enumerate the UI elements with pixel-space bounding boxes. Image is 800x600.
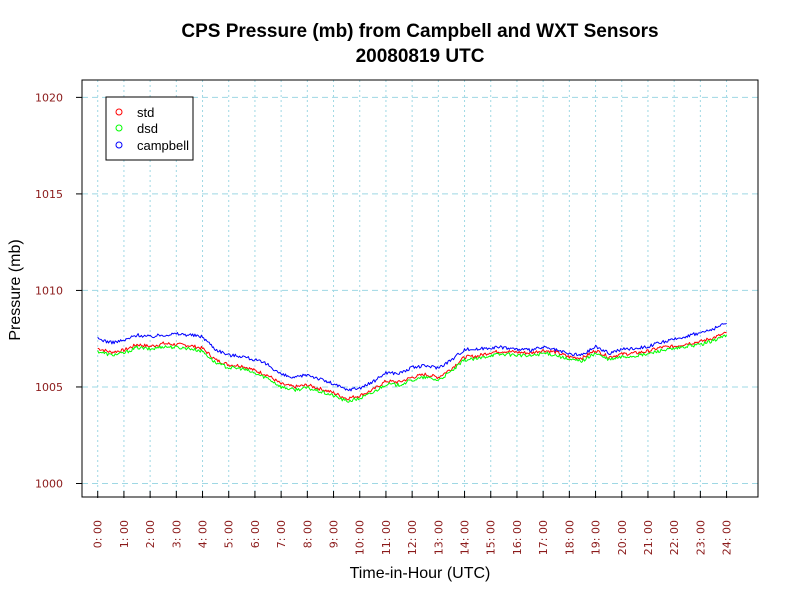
- x-tick-label: 18: 00: [563, 520, 576, 555]
- x-tick-label: 16: 00: [511, 520, 524, 555]
- grid: [82, 80, 758, 497]
- x-tick-label: 10: 00: [354, 520, 367, 555]
- y-axis-label: Pressure (mb): [7, 239, 24, 340]
- tick-layer: 1000 1005 1010 1015 1020 0: 00 1: 00 2: 00 3: 00…: [35, 91, 734, 555]
- series-line-std: [97, 331, 727, 401]
- x-tick-label: 14: 00: [459, 520, 472, 555]
- chart-subtitle: 20080819 UTC: [356, 46, 485, 67]
- x-tick-label: 8: 00: [301, 520, 314, 548]
- plot-frame: [81, 79, 759, 498]
- y-tick-label: 1005: [35, 381, 63, 394]
- y-tick-label: 1000: [35, 477, 63, 490]
- y-tick-label: 1015: [35, 188, 63, 201]
- x-tick-label: 4: 00: [197, 520, 210, 548]
- x-tick-label: 0: 00: [92, 520, 105, 548]
- x-tick-label: 2: 00: [144, 520, 157, 548]
- legend: std dsd campbell: [105, 96, 194, 161]
- x-tick-label: 19: 00: [590, 520, 603, 555]
- series-line-campbell: [97, 322, 727, 392]
- x-tick-label: 5: 00: [223, 520, 236, 548]
- x-tick-label: 23: 00: [694, 520, 707, 555]
- series-layer: [97, 322, 728, 403]
- legend-box: [105, 96, 194, 161]
- x-axis-label: Time-in-Hour (UTC): [350, 565, 491, 582]
- legend-label-dsd: dsd: [137, 121, 158, 136]
- x-tick-label: 9: 00: [328, 520, 341, 548]
- x-tick-label: 20: 00: [616, 520, 629, 555]
- legend-marker-std: [115, 108, 123, 116]
- legend-marker-campbell: [115, 141, 123, 149]
- legend-label-std: std: [137, 105, 154, 120]
- x-tick-label: 3: 00: [170, 520, 183, 548]
- x-tick-label: 6: 00: [249, 520, 262, 548]
- chart-title: CPS Pressure (mb) from Campbell and WXT …: [181, 21, 658, 42]
- x-tick-label: 1: 00: [118, 520, 131, 548]
- x-tick-label: 11: 00: [380, 520, 393, 555]
- x-tick-label: 21: 00: [642, 520, 655, 555]
- y-tick-label: 1010: [35, 284, 63, 297]
- x-tick-label: 13: 00: [432, 520, 445, 555]
- x-tick-label: 24: 00: [721, 520, 734, 555]
- legend-label-campbell: campbell: [137, 138, 189, 153]
- x-tick-label: 17: 00: [537, 520, 550, 555]
- x-tick-label: 22: 00: [668, 520, 681, 555]
- y-tick-label: 1020: [35, 91, 63, 104]
- legend-marker-dsd: [115, 124, 123, 132]
- x-tick-label: 15: 00: [485, 520, 498, 555]
- x-tick-label: 12: 00: [406, 520, 419, 555]
- series-line-dsd: [97, 334, 728, 403]
- x-tick-label: 7: 00: [275, 520, 288, 548]
